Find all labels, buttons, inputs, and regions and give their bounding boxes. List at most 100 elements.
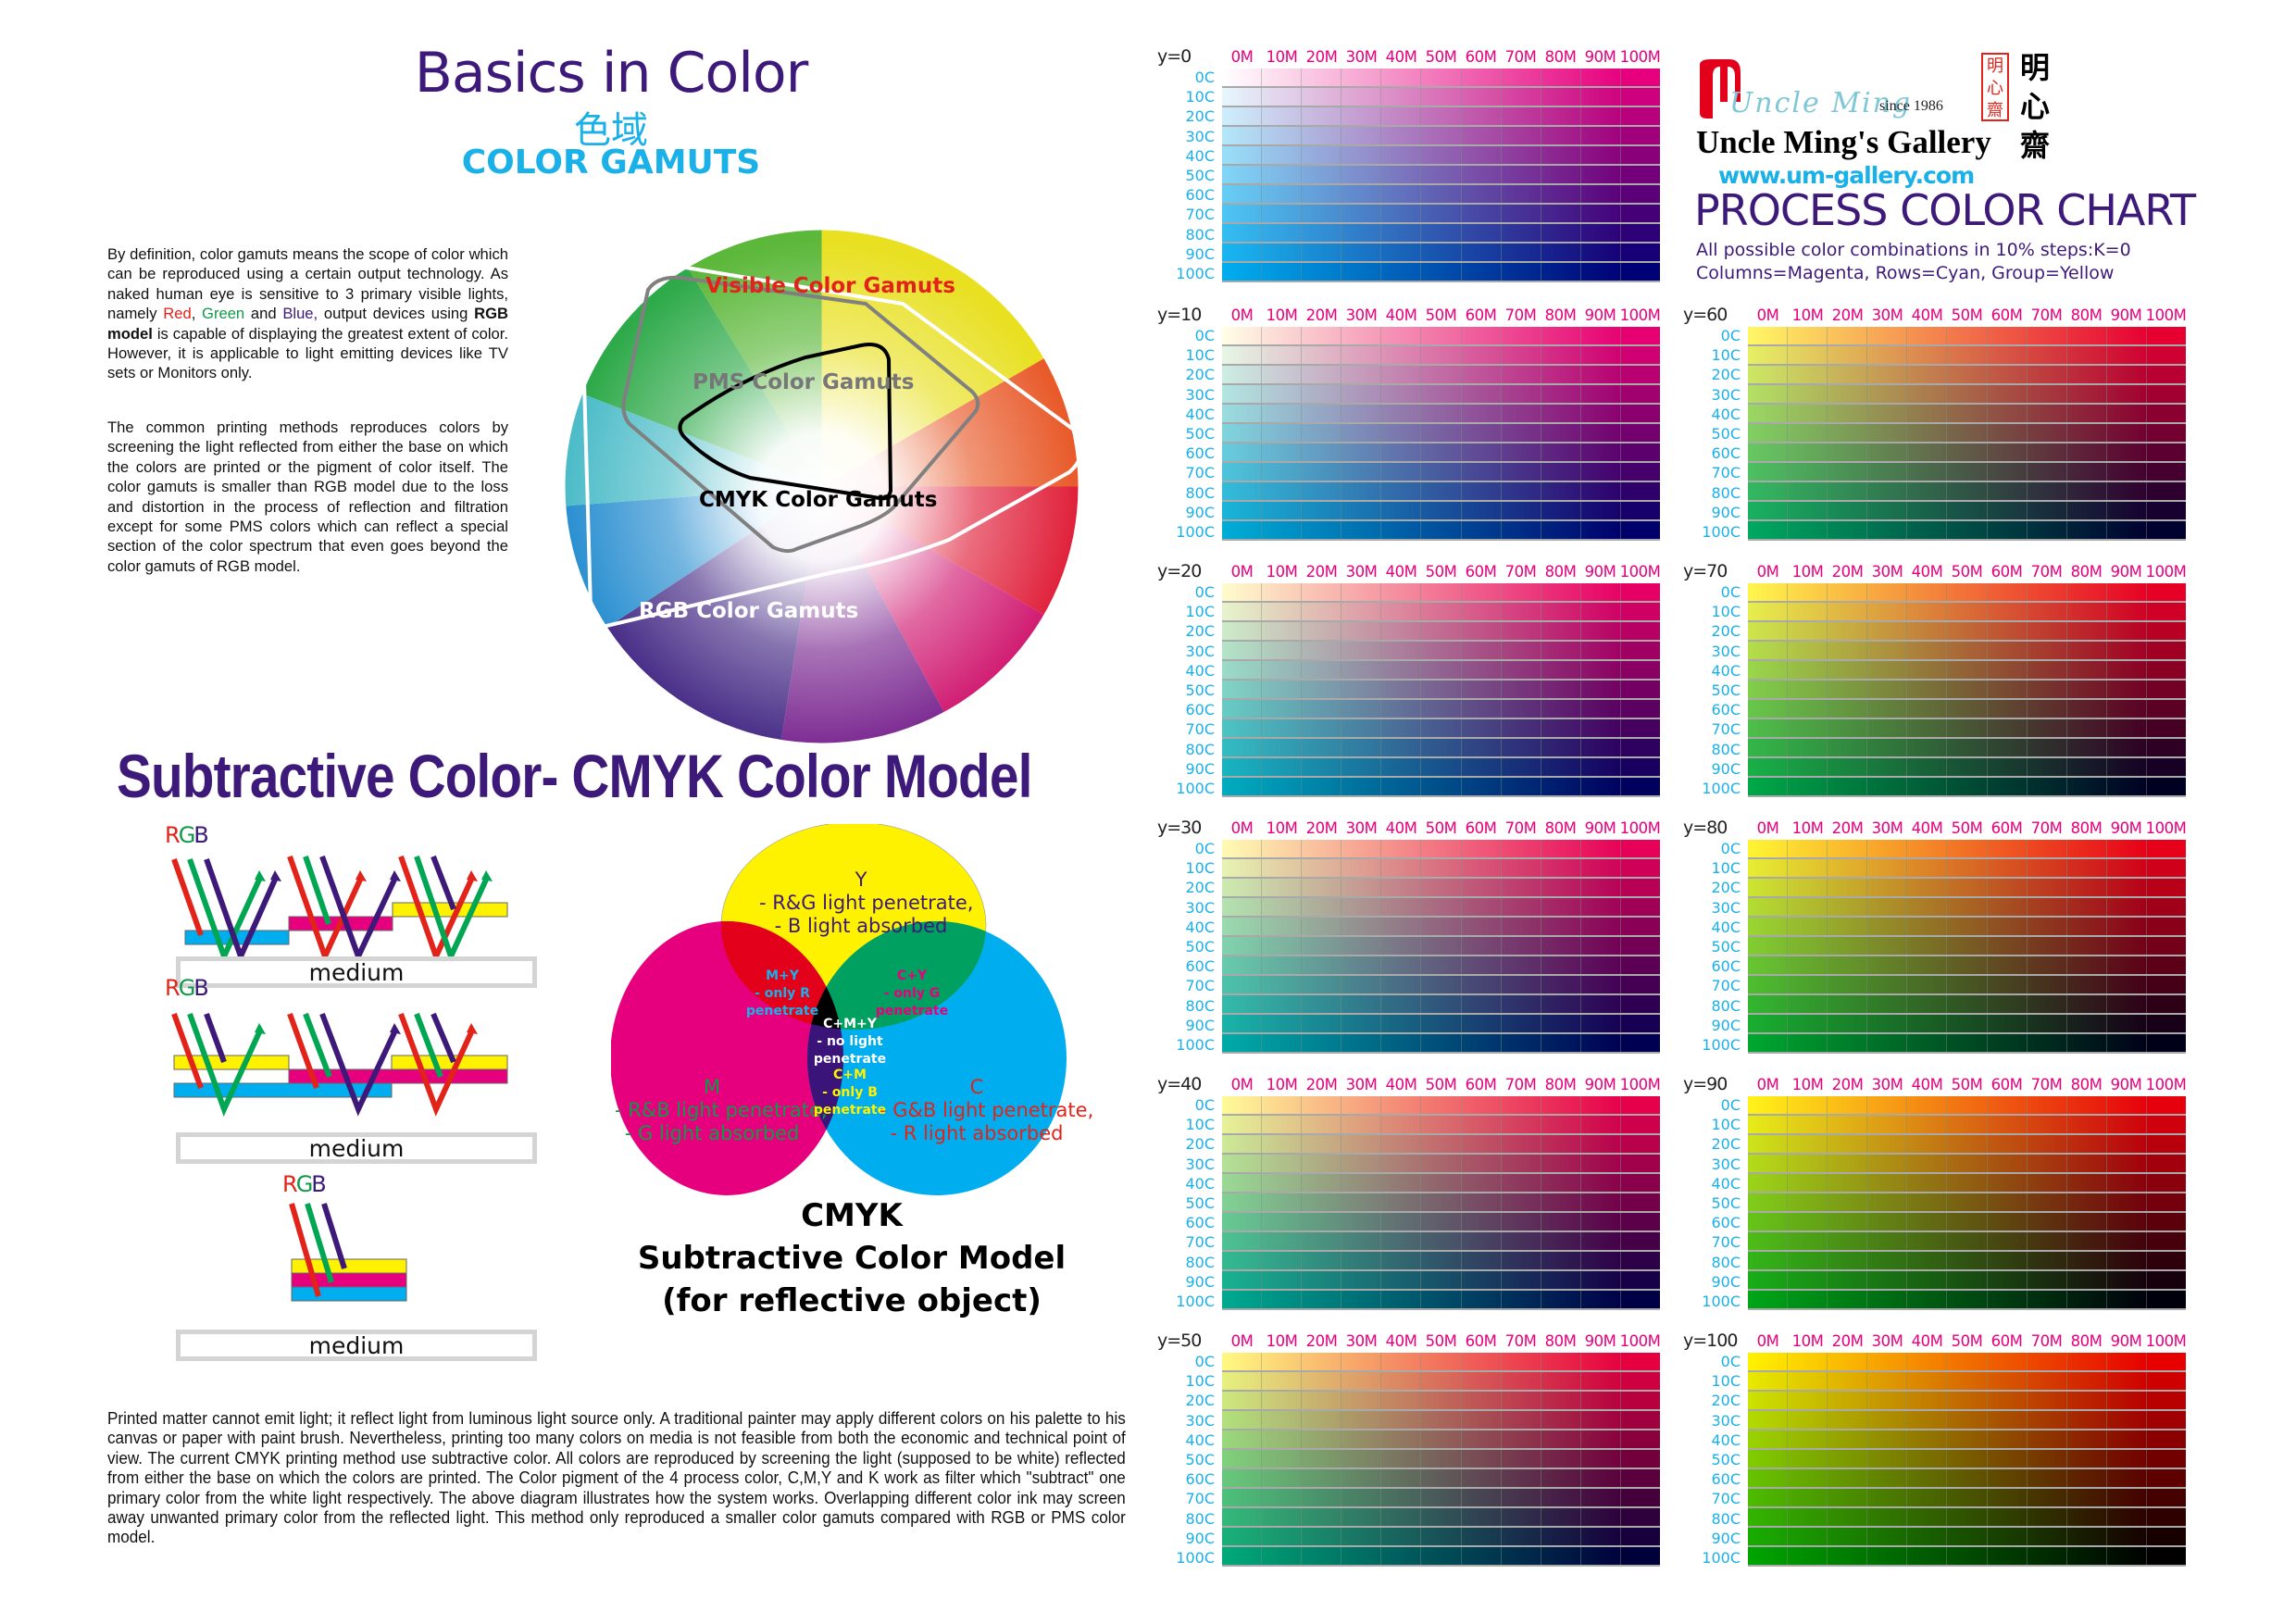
color-swatch [2106, 700, 2147, 718]
color-swatch [1987, 1096, 2028, 1114]
venn-my-text: M+Y - only R penetrate [741, 968, 824, 1020]
label-visible-gamut: Visible Color Gamuts [705, 274, 955, 298]
color-swatch [1867, 1450, 1908, 1468]
color-swatch [1907, 1353, 1948, 1370]
color-swatch [1867, 1232, 1908, 1250]
color-swatch [1421, 205, 1462, 222]
cyan-row-label: 30C [1711, 642, 1741, 660]
color-swatch [1907, 327, 1948, 344]
color-swatch [1907, 482, 1948, 500]
cyan-row-label: 60C [1185, 957, 1215, 976]
color-swatch [1421, 1232, 1462, 1250]
color-swatch [1907, 443, 1948, 461]
color-swatch [2146, 1252, 2187, 1269]
color-swatch [1222, 622, 1263, 640]
magenta-column-header: 80M [2070, 563, 2103, 581]
color-swatch [1788, 859, 1828, 877]
color-grid [1222, 327, 1661, 541]
color-swatch [1828, 1508, 1868, 1526]
magenta-column-header: 30M [1871, 563, 1903, 581]
color-swatch [1867, 1034, 1908, 1052]
venn-y-text: Y - R&G light penetrate, - B light absor… [759, 868, 973, 938]
cyan-row-label: 70C [1711, 720, 1741, 739]
color-swatch [1748, 1271, 1789, 1289]
color-swatch [1381, 366, 1422, 383]
color-swatch [1867, 502, 1908, 519]
color-swatch [2027, 1291, 2067, 1308]
color-row [1748, 719, 2187, 739]
color-swatch [1302, 385, 1342, 403]
magenta-column-header: 50M [1951, 1076, 1983, 1093]
color-swatch [1381, 1392, 1422, 1409]
cyan-row-label: 10C [1185, 1116, 1215, 1134]
rgb-r: R [282, 1171, 298, 1197]
color-swatch [1461, 1232, 1502, 1250]
color-swatch [1580, 1252, 1621, 1269]
color-row [1748, 1353, 2187, 1372]
color-swatch [1541, 976, 1581, 993]
color-swatch [1222, 424, 1263, 442]
color-swatch [1788, 1547, 1828, 1565]
color-swatch [1788, 622, 1828, 640]
color-swatch [1987, 622, 2028, 640]
yellow-group-label: y=0 [1157, 46, 1192, 67]
brand-website-link[interactable]: www.um-gallery.com [1718, 162, 1975, 189]
color-swatch [1421, 1096, 1462, 1114]
color-swatch [1907, 1489, 1948, 1506]
color-swatch [1421, 859, 1462, 877]
color-row [1222, 502, 1661, 521]
magenta-column-header: 10M [1791, 1076, 1824, 1093]
color-swatch [2146, 739, 2187, 756]
color-swatch [1947, 700, 1988, 718]
color-swatch [1222, 443, 1263, 461]
magenta-column-header: 100M [1619, 48, 1661, 66]
color-swatch [1381, 758, 1422, 776]
color-swatch [1341, 956, 1382, 974]
color-row [1222, 918, 1661, 937]
color-swatch [1262, 603, 1303, 620]
venn-my-name: M+Y [766, 968, 799, 983]
magenta-column-header: 90M [1584, 1076, 1616, 1093]
color-swatch [1748, 937, 1789, 955]
color-swatch [2066, 1489, 2107, 1506]
color-swatch [1501, 263, 1541, 281]
magenta-column-header: 90M [1584, 48, 1616, 66]
cyan-row-label: 50C [1711, 681, 1741, 699]
color-swatch [1302, 405, 1342, 422]
color-swatch [1262, 995, 1303, 1013]
magenta-column-header: 70M [2030, 819, 2063, 837]
cyan-row-label: 70C [1185, 206, 1215, 224]
color-swatch [2066, 502, 2107, 519]
color-swatch [1222, 758, 1263, 776]
color-row [1222, 224, 1661, 244]
color-swatch [1907, 1271, 1948, 1289]
color-swatch [1947, 1430, 1988, 1448]
color-swatch [1302, 107, 1342, 125]
color-swatch [1748, 1232, 1789, 1250]
color-swatch [1421, 443, 1462, 461]
color-swatch [1867, 937, 1908, 955]
color-row [1748, 1135, 2187, 1155]
color-swatch [1867, 1096, 1908, 1114]
color-row [1748, 502, 2187, 521]
color-swatch [1541, 346, 1581, 364]
color-swatch [2146, 956, 2187, 974]
color-swatch [1541, 937, 1581, 955]
color-swatch [1947, 1450, 1988, 1468]
color-swatch [1947, 1213, 1988, 1230]
color-swatch [1381, 603, 1422, 620]
color-row [1222, 661, 1661, 681]
color-swatch [1341, 263, 1382, 281]
color-swatch [2146, 1411, 2187, 1429]
color-swatch [1788, 840, 1828, 857]
venn-cmy-name: C+M+Y [823, 1017, 877, 1031]
color-swatch [1381, 224, 1422, 242]
color-swatch [1421, 1430, 1462, 1448]
color-row [1222, 166, 1661, 185]
color-row [1222, 185, 1661, 205]
color-swatch [1302, 424, 1342, 442]
color-swatch [1262, 681, 1303, 698]
color-swatch [1421, 1174, 1462, 1192]
color-swatch [1461, 995, 1502, 1013]
color-swatch [1501, 1174, 1541, 1192]
